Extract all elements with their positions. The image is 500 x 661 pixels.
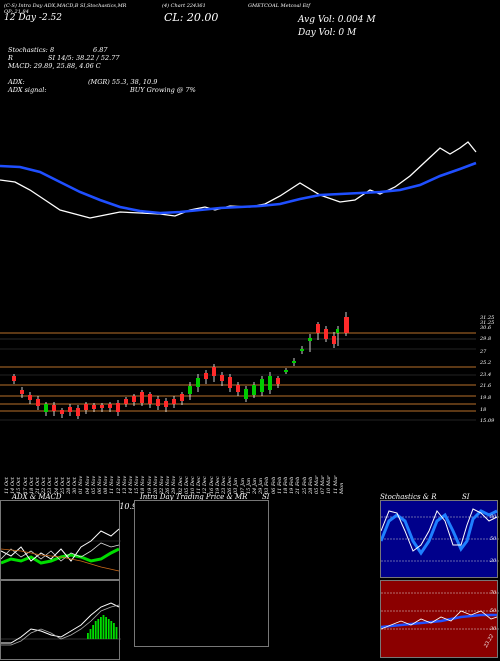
- stochastics-panel: [380, 500, 499, 578]
- price-tick: 15.09: [480, 418, 495, 424]
- price-tick: 21.6: [480, 383, 492, 389]
- date-tick: 25 Oct: [59, 477, 66, 494]
- stoch-axis-tick: 50: [490, 536, 497, 542]
- adx-signal-label: ADX signal:: [8, 86, 47, 94]
- date-tick: 02 Dec: [177, 476, 184, 494]
- adx-values: (MGR) 55.3, 38, 10.9: [88, 78, 158, 86]
- intraday-title-right: SI: [262, 493, 270, 501]
- adx-signal-text: BUY Growing @ 7%: [130, 86, 196, 94]
- day-volume: Day Vol: 0 M: [298, 28, 357, 38]
- date-tick: 28 Feb: [307, 476, 314, 494]
- candles: [12, 312, 349, 419]
- macd-histogram-bar: [89, 629, 92, 639]
- day-change: 12 Day -2.52: [4, 13, 62, 23]
- date-tick: 12 Nov: [115, 475, 122, 494]
- date-tick: 19 Dec: [214, 476, 221, 494]
- date-tick: 20 Nov: [152, 475, 159, 494]
- date-tick: 03 Feb: [264, 476, 271, 494]
- date-tick: 17 Oct: [22, 477, 29, 494]
- macd-histogram-bar: [97, 619, 100, 639]
- price-tick: 23.4: [480, 372, 492, 378]
- stoch-title: Stochastics & R: [380, 493, 437, 501]
- adx-macd-title: ADX & MACD: [12, 493, 62, 501]
- date-tick: 15 Jan: [245, 477, 252, 494]
- date-tick: 11 Feb: [276, 476, 283, 494]
- si-axis-tick: 30: [490, 626, 497, 632]
- date-tick: 18 Nov: [140, 475, 147, 494]
- open-price: OP: 21.84: [4, 9, 29, 15]
- header-mid: SI,Stochastics,MR: [80, 3, 127, 9]
- price-tick: 29.8: [480, 336, 492, 342]
- si-axis-tick: 70: [490, 590, 497, 596]
- date-tick: 24 Oct: [53, 477, 60, 494]
- macd-histogram-bar: [94, 621, 97, 639]
- date-tick: 01 Nov: [78, 475, 85, 494]
- macd-histogram-bar: [100, 617, 102, 639]
- blue-moving-average: [0, 161, 477, 215]
- price-tick: 30.6: [480, 325, 492, 331]
- adx-panel: [0, 500, 121, 580]
- avg-volume: Avg Vol: 0.004 M: [298, 15, 376, 25]
- date-tick: 29 Nov: [171, 475, 178, 494]
- date-tick: 12 Dec: [202, 476, 209, 494]
- date-tick: 04 Nov: [84, 475, 91, 494]
- price-tick: 19.8: [480, 395, 492, 401]
- price-tick: 18: [480, 407, 487, 413]
- macd-histogram-bar: [87, 633, 89, 639]
- adx-label: ADX:: [8, 78, 25, 86]
- date-tick: 21 Feb: [295, 476, 302, 494]
- main-chart: [0, 141, 477, 421]
- close-price: CL: 20.00: [164, 11, 219, 24]
- date-tick: 03 Jan: [233, 477, 240, 494]
- intraday-panel: [134, 500, 269, 647]
- date-tick: 19 Nov: [146, 475, 153, 494]
- price-tick: 25.2: [480, 360, 492, 366]
- price-levels: [0, 332, 476, 412]
- si-axis-tick: 50: [490, 608, 497, 614]
- date-tick: 25 Feb: [301, 476, 308, 494]
- macd-histogram-bar: [105, 617, 107, 639]
- si-prefix: R: [8, 54, 13, 62]
- macd-histogram-bar: [113, 623, 115, 639]
- date-tick: 23 Oct: [47, 477, 54, 494]
- date-tick: 06 Feb: [270, 476, 277, 494]
- stochastics-value: Stochastics: 8: [8, 46, 55, 54]
- intraday-title: Intra Day Trading Price & MR: [140, 493, 248, 501]
- macd-histogram-bar: [107, 619, 110, 639]
- stoch-axis-tick: 20: [490, 558, 497, 564]
- price-tick: 31.25: [480, 320, 495, 326]
- date-tick: 10 Mar: [326, 475, 333, 494]
- date-tick: 13 Nov: [121, 475, 128, 494]
- macd-histogram-bar: [115, 627, 118, 639]
- header-symbol: GMETCOAL Metcoal Etf: [248, 3, 311, 9]
- date-tick: 05 Nov: [90, 475, 97, 494]
- price-tick: 27: [480, 349, 487, 355]
- stoch-k-value: 6.87: [93, 46, 108, 54]
- header-left: (C-S) Intra Day ADX,MACD,B: [4, 3, 79, 9]
- si-panel: [380, 580, 499, 658]
- date-tick: 15 Oct: [16, 477, 23, 494]
- si-value: SI 14/5: 38.22 / 52.77: [48, 54, 120, 62]
- date-tick: 05 Dec: [183, 476, 190, 494]
- macd-panel: [0, 580, 121, 660]
- stoch-axis-tick: 80: [490, 514, 497, 520]
- stoch-title-right: SI: [462, 493, 470, 501]
- date-tick: 11 Nov: [109, 475, 116, 494]
- header-mid2: (4) Chart 224361: [162, 3, 206, 9]
- macd-histogram-bar: [102, 615, 105, 639]
- macd-histogram-bar: [110, 621, 113, 639]
- macd-value: MACD: 29.89, 25.88, 4.06 C: [8, 62, 101, 70]
- date-tick: 11 Mar: [332, 475, 339, 494]
- date-tick: 07 Jan: [239, 477, 246, 494]
- date-tick: 18 Oct: [28, 477, 35, 494]
- date-tick: 16 Dec: [208, 476, 215, 494]
- macd-histogram-bar: [92, 625, 94, 639]
- date-tick: Mon: [338, 482, 345, 494]
- price-tick: 31.25: [480, 315, 495, 321]
